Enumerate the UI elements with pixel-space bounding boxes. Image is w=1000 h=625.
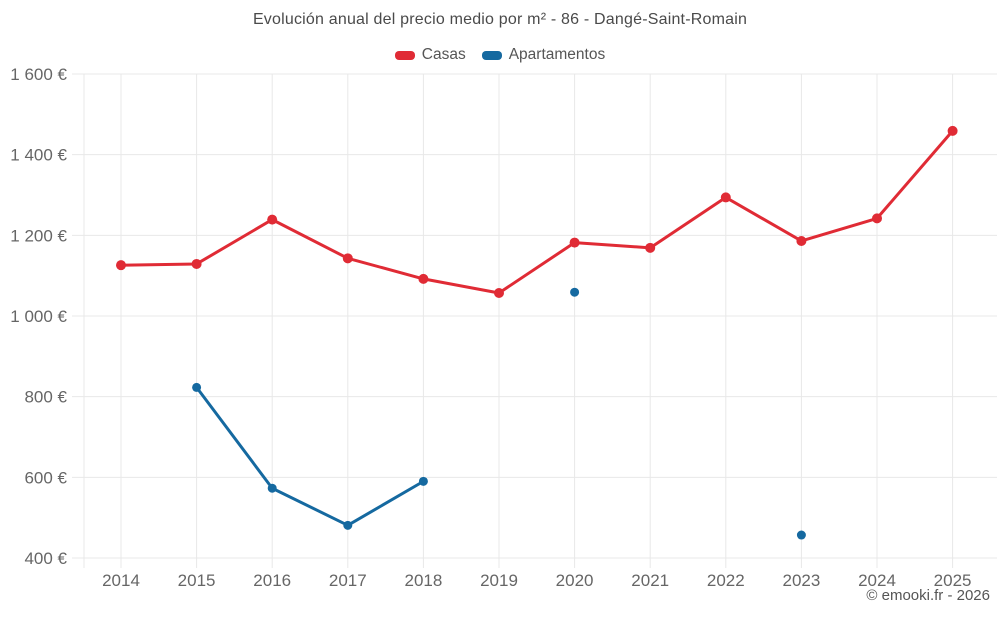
data-point-casas-2014: [116, 260, 126, 271]
x-axis-tick-label: 2014: [102, 571, 140, 590]
data-point-apartamentos-2017: [343, 520, 353, 530]
data-point-casas-2019: [494, 288, 504, 299]
legend-item-casas[interactable]: Casas: [394, 46, 466, 64]
chart-legend: Casas Apartamentos: [0, 46, 1000, 64]
x-axis-tick-label: 2017: [329, 571, 367, 590]
y-axis-tick-label: 1 000 €: [10, 307, 67, 326]
x-axis-tick-label: 2024: [858, 571, 896, 590]
y-axis-tick-label: 1 400 €: [10, 146, 67, 165]
data-point-casas-2020: [569, 237, 580, 248]
data-point-casas-2021: [645, 242, 656, 253]
x-axis-tick-label: 2022: [707, 571, 745, 590]
data-point-casas-2016: [267, 214, 278, 225]
x-axis-tick-label: 2019: [480, 571, 518, 590]
data-point-apartamentos-2020: [570, 287, 580, 297]
x-axis-tick-label: 2018: [404, 571, 442, 590]
series-line-casas: [119, 129, 955, 295]
data-point-apartamentos-2015: [192, 382, 202, 392]
legend-item-apartamentos[interactable]: Apartamentos: [481, 46, 606, 64]
x-axis-tick-label: 2016: [253, 571, 291, 590]
x-axis-tick-label: 2015: [178, 571, 216, 590]
data-point-casas-2024: [872, 213, 882, 224]
y-axis-tick-label: 800 €: [24, 388, 67, 407]
data-point-apartamentos-2018: [418, 476, 428, 486]
data-point-casas-2025: [947, 125, 958, 136]
legend-label-apartamentos: Apartamentos: [508, 46, 606, 63]
y-axis-tick-label: 1 200 €: [10, 226, 67, 245]
x-axis-tick-label: 2025: [934, 571, 972, 590]
series-line-apartamentos: [195, 385, 425, 527]
legend-label-casas: Casas: [421, 46, 466, 63]
chart-title: Evolución anual del precio medio por m² …: [252, 11, 748, 28]
data-point-apartamentos-2023: [796, 530, 806, 540]
x-axis-tick-label: 2023: [782, 571, 820, 590]
y-axis-tick-label: 400 €: [24, 549, 67, 568]
x-axis-tick-label: 2021: [631, 571, 669, 590]
data-point-apartamentos-2016: [267, 483, 277, 493]
legend-marker-apartamentos-icon: [481, 50, 502, 60]
x-axis-tick-label: 2020: [556, 571, 594, 590]
data-point-casas-2023: [796, 235, 807, 246]
y-axis-tick-label: 1 600 €: [10, 65, 67, 84]
copyright-text: © emooki.fr - 2026: [866, 587, 990, 604]
data-point-casas-2017: [342, 253, 353, 264]
y-axis-tick-label: 600 €: [24, 468, 67, 487]
legend-marker-casas-icon: [394, 50, 415, 60]
data-point-casas-2015: [191, 258, 202, 269]
data-point-casas-2018: [418, 273, 429, 284]
data-point-casas-2022: [720, 192, 731, 203]
